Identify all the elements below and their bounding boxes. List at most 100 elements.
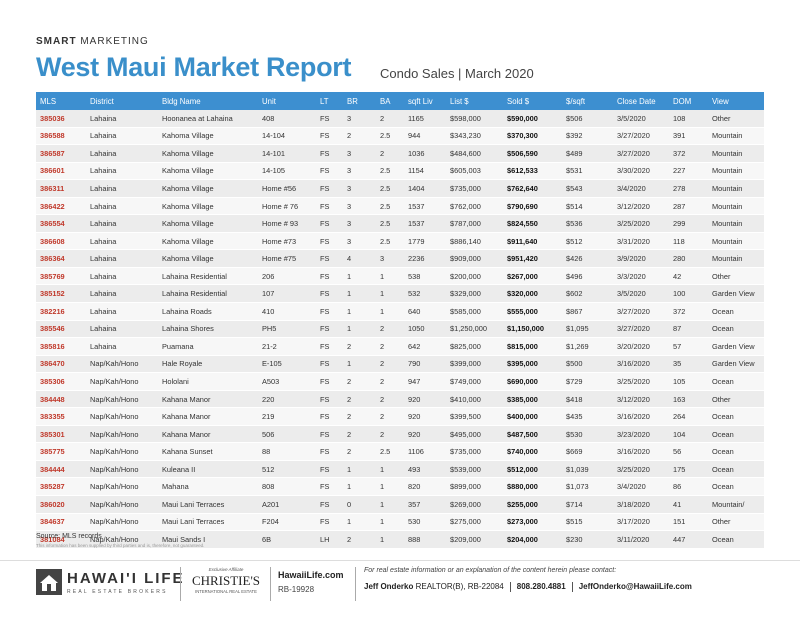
column-header: District <box>86 92 158 110</box>
table-row: 386554 Lahaina Kahoma Village Home # 93 FS 3 2… <box>36 214 764 233</box>
table-cell: 2.5 <box>376 197 404 216</box>
table-cell: 920 <box>404 425 446 444</box>
table-row: 384444 Nap/Kah/Hono Kuleana II 512 FS 1 1 493 $5… <box>36 460 764 479</box>
table-row: 385816 Lahaina Puamana 21-2 FS 2 2 642 $825,000 $… <box>36 337 764 356</box>
table-cell: 790 <box>404 355 446 374</box>
table-cell: A503 <box>258 372 316 391</box>
table-cell: 3 <box>376 249 404 268</box>
table-cell: $230 <box>562 530 613 549</box>
table-cell: 2 <box>376 355 404 374</box>
table-cell: Lahaina <box>86 337 158 356</box>
table-cell: 1 <box>376 495 404 514</box>
table-cell: 384444 <box>36 460 86 479</box>
table-cell: $555,000 <box>503 302 562 321</box>
table-cell: 3/25/2020 <box>613 214 669 233</box>
table-cell: 100 <box>669 284 708 304</box>
table-cell: Garden View <box>708 355 764 374</box>
table-cell: Kahoma Village <box>158 179 258 198</box>
table-cell: Nap/Kah/Hono <box>86 460 158 479</box>
table-cell: $399,000 <box>446 355 503 374</box>
table-cell: 947 <box>404 372 446 391</box>
table-cell: 2236 <box>404 249 446 268</box>
table-cell: $329,000 <box>446 284 503 304</box>
table-cell: Kuleana II <box>158 460 258 479</box>
table-cell: 3/5/2020 <box>613 110 669 128</box>
table-cell: Garden View <box>708 337 764 356</box>
market-table: MLS District Bldg Name Unit LT BR BA sqft Liv Li… <box>36 92 764 549</box>
table-cell: 530 <box>404 513 446 532</box>
table-cell: Mountain <box>708 214 764 233</box>
table-cell: FS <box>316 197 343 216</box>
email[interactable]: JeffOnderko@HawaiiLife.com <box>578 582 692 592</box>
table-cell: $426 <box>562 249 613 268</box>
table-cell: 381084 <box>36 530 86 549</box>
table-cell: FS <box>316 442 343 461</box>
table-cell: 2 <box>343 425 376 444</box>
table-cell: Hale Royale <box>158 355 258 374</box>
table-cell: 385036 <box>36 110 86 128</box>
table-cell: Hololani <box>158 372 258 391</box>
table-cell: $909,000 <box>446 249 503 268</box>
table-cell: 1 <box>376 477 404 497</box>
table-cell: Kahana Manor <box>158 425 258 444</box>
table-cell: $1,269 <box>562 337 613 356</box>
table-cell: A201 <box>258 495 316 514</box>
table-row: 386588 Lahaina Kahoma Village 14-104 FS 2 2.5 9… <box>36 127 764 146</box>
column-header: List $ <box>446 92 503 110</box>
table-cell: Mountain <box>708 144 764 163</box>
table-cell: 642 <box>404 337 446 356</box>
table-cell: FS <box>316 495 343 514</box>
table-cell: Ocean <box>708 477 764 497</box>
logo-icon <box>36 569 62 595</box>
table-cell: $506,590 <box>503 144 562 163</box>
table-cell: 227 <box>669 162 708 181</box>
table-cell: $543 <box>562 179 613 198</box>
table-cell: $514 <box>562 197 613 216</box>
table-cell: 2 <box>343 372 376 391</box>
table-cell: FS <box>316 162 343 181</box>
table-row: 385036 Lahaina Hoonanea at Lahaina 408 FS 3 2 1… <box>36 110 764 128</box>
table-cell: Lahaina Residential <box>158 284 258 304</box>
divider <box>355 567 356 601</box>
table-cell: Nap/Kah/Hono <box>86 495 158 514</box>
table-cell: 0 <box>343 495 376 514</box>
table-cell: 42 <box>669 267 708 286</box>
table-cell: 1036 <box>404 144 446 163</box>
table-cell: Lahaina <box>86 127 158 146</box>
table-cell: 2 <box>376 407 404 426</box>
table-cell: 3/20/2020 <box>613 337 669 356</box>
table-cell: $598,000 <box>446 110 503 128</box>
table-cell: $762,000 <box>446 197 503 216</box>
table-cell: 3/16/2020 <box>613 442 669 461</box>
table-cell: FS <box>316 127 343 146</box>
table-cell: $512 <box>562 232 613 251</box>
table-cell: 3/9/2020 <box>613 249 669 268</box>
table-cell: 386364 <box>36 249 86 268</box>
table-cell: 86 <box>669 477 708 497</box>
table-row: 383355 Nap/Kah/Hono Kahana Manor 219 FS 2 2 920… <box>36 407 764 426</box>
table-cell: $690,000 <box>503 372 562 391</box>
website[interactable]: HawaiiLife.com <box>278 570 344 580</box>
table-row: 382216 Lahaina Lahaina Roads 410 FS 1 1 640 $585… <box>36 302 764 321</box>
table-cell: Other <box>708 267 764 286</box>
contact-intro: For real estate information or an explan… <box>364 567 617 574</box>
table-cell: $735,000 <box>446 442 503 461</box>
column-header: LT <box>316 92 343 110</box>
table-cell: Lahaina <box>86 110 158 128</box>
table-cell: $506 <box>562 110 613 128</box>
table-cell: Kahoma Village <box>158 197 258 216</box>
table-cell: 808 <box>258 477 316 497</box>
table-row: 385287 Nap/Kah/Hono Mahana 808 FS 1 1 820 $899,0… <box>36 477 764 497</box>
table-cell: 1 <box>343 477 376 497</box>
table-cell: 14-104 <box>258 127 316 146</box>
table-cell: 105 <box>669 372 708 391</box>
table-cell: 1 <box>343 355 376 374</box>
phone[interactable]: 808.280.4881 <box>516 582 566 592</box>
table-cell: FS <box>316 249 343 268</box>
table-cell: 2 <box>376 337 404 356</box>
table-cell: 493 <box>404 460 446 479</box>
table-cell: $740,000 <box>503 442 562 461</box>
table-cell: Nap/Kah/Hono <box>86 425 158 444</box>
footer: HAWAI'I LIFE REAL ESTATE BROKERS Exclusi… <box>0 560 800 611</box>
table-row: 384637 Nap/Kah/Hono Maui Lani Terraces F204… <box>36 513 764 532</box>
